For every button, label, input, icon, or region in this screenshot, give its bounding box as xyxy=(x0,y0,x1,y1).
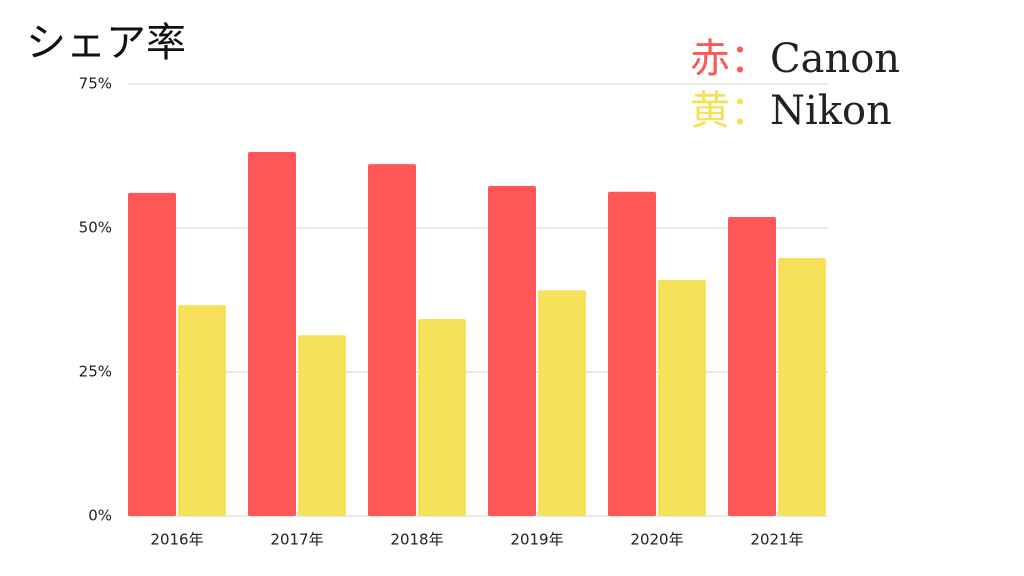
bar xyxy=(298,335,346,516)
bar xyxy=(368,164,416,516)
x-tick-label: 2019年 xyxy=(510,531,563,549)
x-tick-label: 2016年 xyxy=(150,531,203,549)
x-tick-label: 2018年 xyxy=(390,531,443,549)
y-tick-label: 25% xyxy=(79,363,112,381)
chart-title: シェア率 xyxy=(26,20,186,66)
bar xyxy=(608,191,656,516)
bar xyxy=(128,192,176,516)
legend-label: Canon xyxy=(770,36,900,82)
y-tick-label: 50% xyxy=(79,219,112,237)
bar xyxy=(728,217,776,516)
legend-marker: 黄： xyxy=(690,88,770,134)
y-tick-label: 0% xyxy=(88,507,112,525)
legend-entry: 黄：Nikon xyxy=(690,88,892,134)
bar xyxy=(248,151,296,516)
y-tick-label: 75% xyxy=(79,75,112,93)
bar xyxy=(178,305,226,516)
legend-marker: 赤： xyxy=(690,36,770,82)
bar xyxy=(778,257,826,516)
x-tick-label: 2021年 xyxy=(750,531,803,549)
legend-entry: 赤：Canon xyxy=(690,36,900,82)
x-tick-label: 2017年 xyxy=(270,531,323,549)
legend-label: Nikon xyxy=(770,88,892,134)
bar xyxy=(488,185,536,516)
bar xyxy=(418,319,466,516)
x-tick-label: 2020年 xyxy=(630,531,683,549)
bar xyxy=(658,279,706,516)
bar xyxy=(538,290,586,516)
